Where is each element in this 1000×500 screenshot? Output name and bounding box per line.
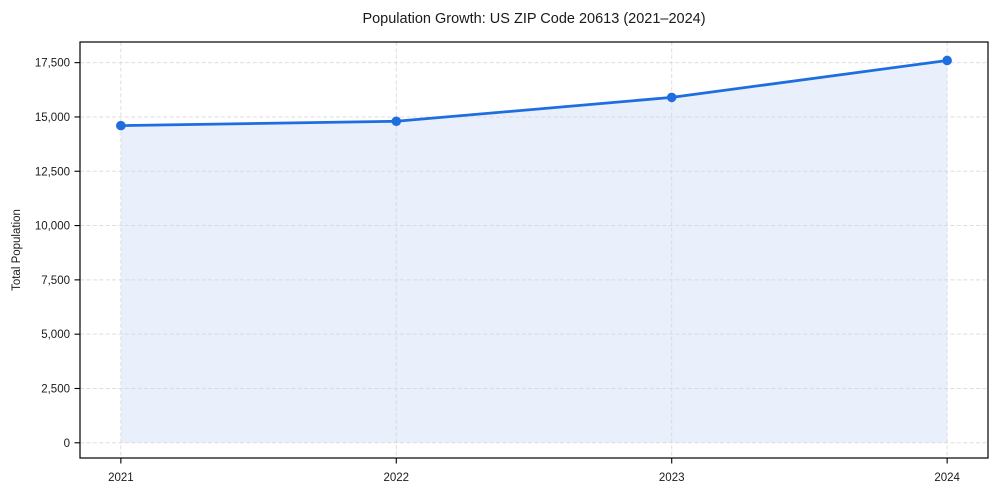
trend-line (119, 59, 949, 128)
x-tick-label: 2023 (659, 472, 685, 484)
data-point-marker (391, 116, 402, 127)
y-tick-label: 0 (64, 438, 70, 450)
area-fill (120, 60, 948, 443)
x-tick-label: 2021 (108, 472, 134, 484)
data-point-marker (666, 92, 677, 103)
x-tick-label: 2024 (934, 472, 960, 484)
y-tick-label: 7,500 (41, 275, 70, 287)
y-tick-label: 15,000 (35, 112, 70, 124)
y-tick-label: 2,500 (41, 383, 70, 395)
y-tick-label: 12,500 (35, 166, 70, 178)
x-tick-label: 2022 (383, 472, 409, 484)
data-point-marker (116, 120, 126, 131)
chart-title: Population Growth: US ZIP Code 20613 (20… (362, 11, 706, 27)
plot-border (79, 41, 989, 459)
y-tick-label: 10,000 (35, 221, 70, 233)
y-tick-label: 17,500 (35, 58, 70, 70)
data-point-marker (942, 55, 952, 66)
y-tick-label: 5,000 (41, 329, 70, 341)
